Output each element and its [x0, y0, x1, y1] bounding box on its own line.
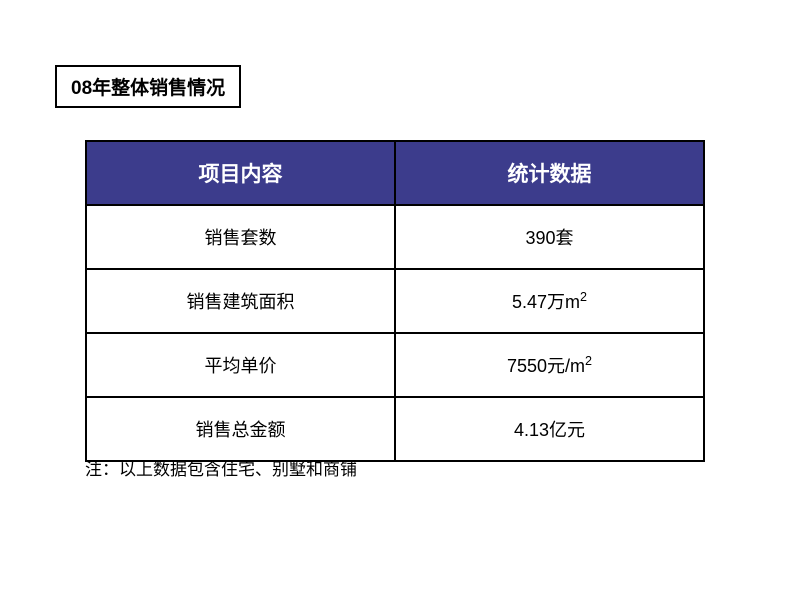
table-row: 销售总金额 4.13亿元 [86, 397, 704, 461]
table-note: 注：以上数据包含住宅、别墅和商铺 [85, 455, 357, 480]
col-header-data: 统计数据 [395, 141, 704, 205]
row-value: 5.47万m2 [395, 269, 704, 333]
row-label: 销售套数 [86, 205, 395, 269]
row-label: 平均单价 [86, 333, 395, 397]
table-body: 销售套数 390套 销售建筑面积 5.47万m2 平均单价 7550元/m2 销… [86, 205, 704, 461]
sales-table: 项目内容 统计数据 销售套数 390套 销售建筑面积 5.47万m2 平均单价 … [85, 140, 705, 462]
row-label: 销售总金额 [86, 397, 395, 461]
col-header-item: 项目内容 [86, 141, 395, 205]
row-value: 7550元/m2 [395, 333, 704, 397]
sales-table-container: 项目内容 统计数据 销售套数 390套 销售建筑面积 5.47万m2 平均单价 … [85, 140, 705, 462]
row-value: 390套 [395, 205, 704, 269]
table-row: 销售套数 390套 [86, 205, 704, 269]
table-row: 销售建筑面积 5.47万m2 [86, 269, 704, 333]
page-title-box: 08年整体销售情况 [55, 65, 241, 108]
row-value: 4.13亿元 [395, 397, 704, 461]
row-label: 销售建筑面积 [86, 269, 395, 333]
page-title: 08年整体销售情况 [71, 78, 225, 99]
table-header-row: 项目内容 统计数据 [86, 141, 704, 205]
table-row: 平均单价 7550元/m2 [86, 333, 704, 397]
